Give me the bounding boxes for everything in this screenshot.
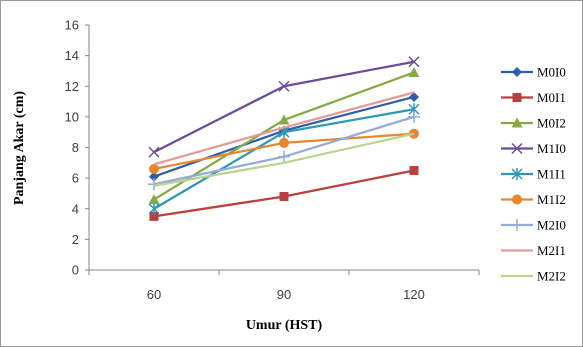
data-point-marker bbox=[512, 67, 522, 77]
series-m2i1 bbox=[153, 91, 415, 166]
data-point-marker bbox=[149, 163, 159, 174]
x-tick-label: 90 bbox=[277, 287, 291, 302]
y-ticks: 0 2 4 6 8 10 12 14 16 bbox=[65, 18, 89, 278]
x-ticks: 60 90 120 bbox=[88, 270, 480, 302]
y-tick-label: 4 bbox=[72, 201, 79, 216]
series-m1i1 bbox=[148, 103, 420, 215]
x-marker bbox=[278, 80, 290, 92]
data-point-marker bbox=[149, 171, 159, 182]
data-point-marker bbox=[278, 114, 290, 125]
data-point-marker bbox=[511, 168, 523, 180]
legend-item: M0I2 bbox=[501, 116, 566, 131]
circle-marker bbox=[512, 194, 522, 205]
y-tick-label: 16 bbox=[65, 18, 79, 33]
x-tick-label: 120 bbox=[403, 287, 425, 302]
triangle-marker bbox=[278, 114, 290, 125]
star-marker bbox=[148, 202, 160, 215]
series-layer bbox=[148, 56, 420, 221]
legend-label: M2I0 bbox=[537, 218, 566, 233]
series-m2i2 bbox=[153, 132, 415, 187]
x-marker bbox=[511, 142, 523, 155]
plus-marker bbox=[408, 110, 420, 123]
y-tick-label: 2 bbox=[72, 232, 79, 247]
data-point-marker bbox=[511, 142, 523, 155]
x-marker bbox=[148, 146, 160, 158]
legend-label: M0I2 bbox=[537, 116, 566, 131]
legend-item: M1I2 bbox=[501, 192, 566, 207]
data-point-marker bbox=[408, 66, 420, 77]
circle-marker bbox=[149, 163, 159, 174]
legend-item: M1I1 bbox=[501, 167, 566, 182]
x-axis-title: Umur (HST) bbox=[246, 318, 323, 333]
y-tick-label: 0 bbox=[72, 263, 79, 278]
square-marker bbox=[279, 192, 289, 201]
data-point-marker bbox=[512, 194, 522, 205]
y-tick-label: 14 bbox=[65, 48, 79, 63]
circle-marker bbox=[279, 137, 289, 148]
legend-item: M2I1 bbox=[501, 243, 566, 258]
y-tick-label: 12 bbox=[65, 79, 79, 94]
diamond-marker bbox=[409, 91, 419, 102]
square-marker bbox=[409, 165, 419, 175]
data-point-marker bbox=[512, 93, 522, 102]
series-m0i2 bbox=[148, 66, 420, 205]
triangle-marker bbox=[408, 66, 420, 77]
series-m2i0 bbox=[148, 110, 420, 191]
data-point-marker bbox=[511, 117, 523, 128]
y-tick-label: 10 bbox=[65, 109, 79, 124]
data-point-marker bbox=[148, 202, 160, 215]
data-point-marker bbox=[408, 110, 420, 123]
series-m1i2 bbox=[149, 128, 419, 174]
x-marker bbox=[408, 56, 420, 68]
diamond-marker bbox=[512, 67, 522, 77]
legend-label: M2I2 bbox=[537, 269, 566, 284]
data-point-marker bbox=[278, 150, 290, 163]
data-point-marker bbox=[148, 146, 160, 158]
legend-label: M1I1 bbox=[537, 167, 566, 182]
data-point-marker bbox=[409, 91, 419, 102]
legend-item: M1I0 bbox=[501, 141, 566, 156]
legend-item: M0I0 bbox=[501, 65, 566, 80]
y-tick-label: 8 bbox=[72, 140, 79, 155]
data-point-marker bbox=[408, 56, 420, 68]
legend-label: M1I2 bbox=[537, 192, 566, 207]
triangle-marker bbox=[148, 194, 160, 205]
data-point-marker bbox=[279, 192, 289, 201]
legend-label: M2I1 bbox=[537, 243, 566, 258]
diamond-marker bbox=[149, 171, 159, 182]
legend-item: M0I1 bbox=[501, 90, 566, 105]
square-marker bbox=[149, 211, 159, 221]
triangle-marker bbox=[511, 117, 523, 128]
series-m0i1 bbox=[149, 165, 419, 221]
data-point-marker bbox=[278, 80, 290, 92]
data-point-marker bbox=[409, 165, 419, 175]
legend-item: M2I0 bbox=[501, 218, 566, 233]
data-point-marker bbox=[279, 137, 289, 148]
data-point-marker bbox=[149, 211, 159, 221]
plus-marker bbox=[278, 150, 290, 163]
plus-marker bbox=[511, 219, 523, 231]
data-point-marker bbox=[511, 219, 523, 231]
series-line bbox=[153, 132, 415, 187]
legend: M0I0 M0I1 M0I2 M1I0 M1I1 M1I2 M2I0 M2I1 M2I2 bbox=[501, 65, 566, 284]
series-m1i0 bbox=[148, 56, 420, 158]
legend-item: M2I2 bbox=[501, 269, 566, 284]
y-tick-label: 6 bbox=[72, 171, 79, 186]
x-tick-label: 60 bbox=[147, 287, 161, 302]
legend-label: M0I0 bbox=[537, 65, 566, 80]
y-axis-title: Panjang Akar (cm) bbox=[12, 91, 27, 205]
legend-label: M0I1 bbox=[537, 90, 566, 105]
square-marker bbox=[512, 93, 522, 102]
legend-label: M1I0 bbox=[537, 141, 566, 156]
series-line bbox=[153, 91, 415, 166]
star-marker bbox=[511, 168, 523, 180]
data-point-marker bbox=[148, 194, 160, 205]
